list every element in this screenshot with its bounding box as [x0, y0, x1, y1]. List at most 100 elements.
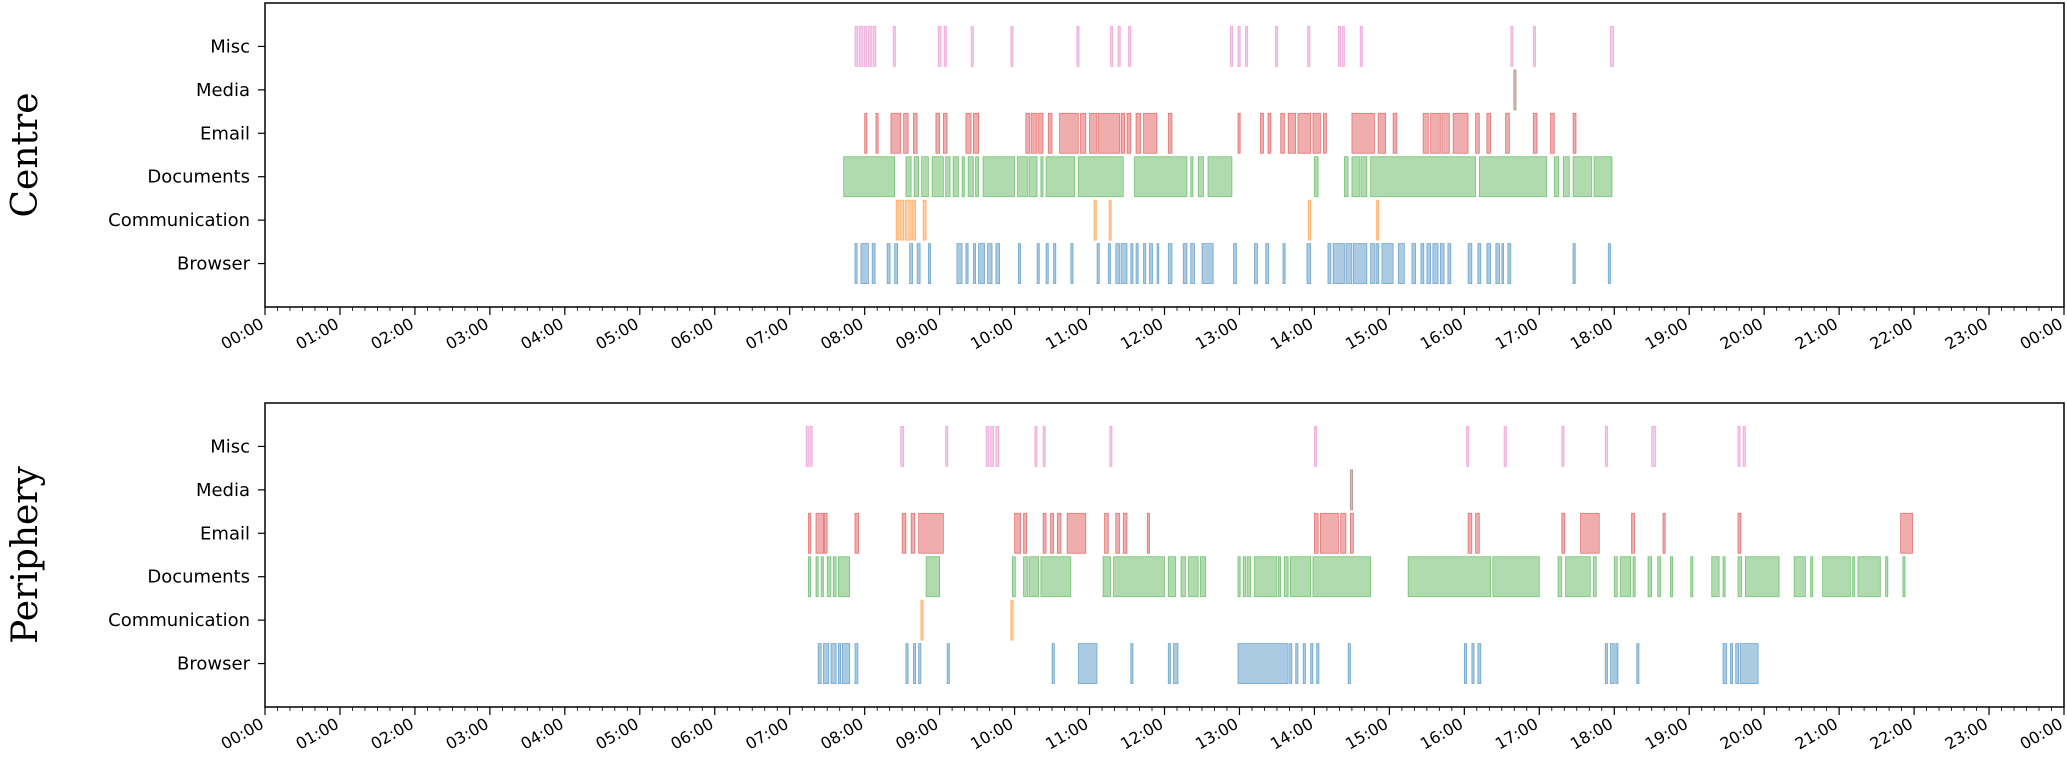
- bar-email-7: [1014, 512, 1021, 554]
- bar-email-9: [1025, 112, 1030, 154]
- bar-media-0: [1349, 469, 1354, 511]
- bar-documents-24: [1312, 556, 1372, 598]
- bar-documents-24: [1370, 156, 1476, 198]
- bar-browser-40: [1352, 243, 1368, 284]
- bar-email-27: [1737, 512, 1742, 554]
- bar-documents-45: [1857, 556, 1881, 598]
- bar-browser-6: [916, 243, 921, 284]
- x-tick-label: 17:00: [1492, 714, 1541, 754]
- bar-email-26: [1287, 112, 1297, 154]
- x-tick-label: 22:00: [1867, 714, 1916, 754]
- panel-title-1: Periphery: [5, 465, 46, 643]
- bar-email-1: [875, 112, 879, 154]
- x-tick-label: 12:00: [1117, 714, 1166, 754]
- bar-misc-16: [1245, 26, 1249, 67]
- bar-browser-28: [1167, 243, 1173, 284]
- bar-email-34: [1430, 112, 1441, 154]
- bar-email-23: [1561, 512, 1566, 554]
- bar-documents-39: [1737, 556, 1743, 598]
- bar-browser-29: [1722, 643, 1728, 684]
- bar-communication-0: [920, 599, 924, 641]
- bar-browser-27: [1615, 643, 1619, 684]
- bar-documents-30: [1613, 556, 1618, 598]
- bar-browser-38: [1332, 243, 1345, 284]
- bar-communication-6: [1108, 199, 1112, 241]
- bar-email-24: [1580, 512, 1600, 554]
- bar-misc-15: [1237, 26, 1241, 67]
- bar-email-42: [1572, 112, 1577, 154]
- bar-email-12: [1066, 512, 1087, 554]
- bar-browser-48: [1432, 243, 1439, 284]
- bar-email-31: [1377, 112, 1387, 154]
- bar-misc-6: [937, 26, 942, 67]
- bar-email-25: [1280, 112, 1285, 154]
- bar-browser-31: [1735, 643, 1740, 684]
- bar-browser-7: [912, 643, 917, 684]
- bar-email-38: [1486, 112, 1491, 154]
- x-tick-label: 03:00: [442, 314, 491, 354]
- bar-email-2: [823, 512, 828, 554]
- bar-browser-5: [854, 643, 859, 684]
- bar-email-1: [815, 512, 824, 554]
- x-tick-label: 16:00: [1417, 314, 1466, 354]
- bar-email-3: [903, 112, 909, 154]
- bar-misc-23: [1532, 26, 1536, 67]
- bar-browser-1: [860, 243, 869, 284]
- bar-browser-42: [1375, 243, 1380, 284]
- bar-browser-9: [946, 643, 950, 684]
- bar-documents-17: [1190, 156, 1194, 198]
- bar-documents-36: [1690, 556, 1694, 598]
- x-tick-label: 04:00: [517, 314, 566, 354]
- bar-misc-11: [1110, 26, 1114, 67]
- bar-documents-10: [1040, 556, 1072, 598]
- bar-misc-16: [1737, 426, 1741, 467]
- bar-email-35: [1441, 112, 1450, 154]
- bar-misc-3: [868, 26, 872, 67]
- bar-misc-5: [892, 26, 896, 67]
- bar-misc-7: [943, 26, 947, 67]
- bar-documents-21: [1344, 156, 1349, 198]
- bar-documents-19: [1207, 156, 1233, 198]
- bar-browser-4: [894, 243, 899, 284]
- x-tick-label: 05:00: [592, 314, 641, 354]
- bar-misc-5: [990, 426, 994, 467]
- panel-title-0: Centre: [5, 92, 46, 217]
- bar-misc-2: [863, 26, 868, 67]
- row-label-documents: Documents: [147, 167, 250, 188]
- bar-browser-11: [1077, 643, 1098, 684]
- bar-documents-25: [1478, 156, 1548, 198]
- bar-browser-8: [918, 643, 922, 684]
- x-tick-label: 19:00: [1642, 314, 1691, 354]
- bar-email-36: [1452, 112, 1469, 154]
- bar-documents-28: [1572, 156, 1593, 198]
- row-label-communication: Communication: [108, 210, 250, 231]
- bar-documents-17: [1237, 556, 1241, 598]
- bar-misc-17: [1742, 426, 1746, 467]
- bar-documents-16: [1134, 156, 1188, 198]
- chart-panel-1: Misc Media Email Documents Communication Brow…: [5, 402, 2066, 754]
- bar-email-28: [1900, 512, 1913, 554]
- x-tick-label: 00:00: [218, 314, 267, 354]
- bar-documents-37: [1711, 556, 1720, 598]
- plot-frame: [264, 402, 2065, 708]
- bar-documents-4: [832, 556, 837, 598]
- x-tick-label: 09:00: [892, 314, 941, 354]
- bar-documents-44: [1852, 556, 1855, 598]
- bar-misc-12: [1503, 426, 1507, 467]
- bar-documents-12: [1113, 556, 1165, 598]
- x-tick-label: 16:00: [1417, 714, 1466, 754]
- bar-documents-16: [1200, 556, 1207, 598]
- bar-communication-7: [1308, 199, 1312, 241]
- bar-email-24: [1267, 112, 1272, 154]
- bar-email-4: [912, 112, 918, 154]
- bar-documents-20: [1314, 156, 1319, 198]
- bar-documents-23: [1290, 556, 1312, 598]
- bar-email-17: [1314, 512, 1319, 554]
- bar-documents-4: [931, 156, 944, 198]
- x-tick-label: 22:00: [1867, 314, 1916, 354]
- bar-misc-19: [1338, 26, 1342, 67]
- x-tick-label: 01:00: [293, 714, 342, 754]
- bar-communication-5: [1093, 199, 1097, 241]
- x-tick-label: 21:00: [1792, 314, 1841, 354]
- bar-misc-24: [1610, 26, 1614, 67]
